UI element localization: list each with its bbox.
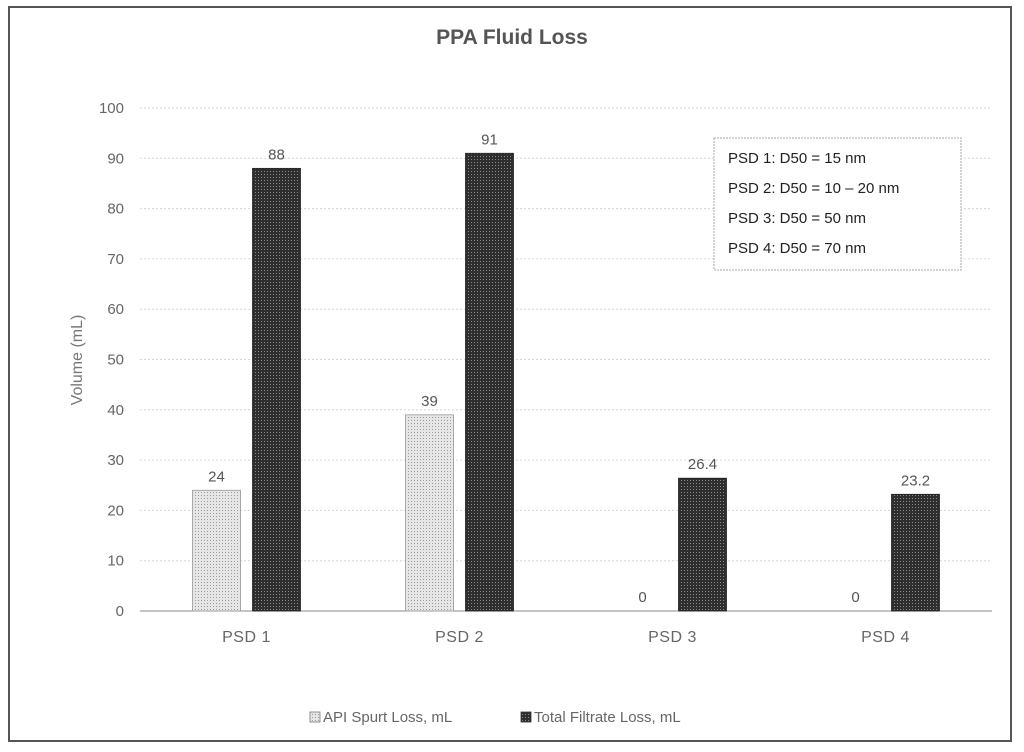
y-tick-label: 30	[107, 452, 124, 469]
y-tick-labels: 0 10 20 30 40 50 60 70 80 90 100	[99, 100, 124, 620]
y-tick-label: 10	[107, 553, 124, 570]
y-tick-label: 90	[107, 150, 124, 167]
y-tick-label: 0	[116, 603, 124, 620]
data-labels: 24 88 39 91 0 26.4 0 23.2	[208, 131, 930, 606]
y-tick-label: 80	[107, 201, 124, 218]
x-tick-label: PSD 3	[648, 629, 697, 646]
y-tick-label: 50	[107, 352, 124, 369]
y-tick-label: 40	[107, 402, 124, 419]
data-label: 39	[421, 393, 438, 410]
bar-api-spurt-loss	[405, 414, 454, 612]
data-label: 0	[638, 589, 646, 606]
bars	[192, 152, 940, 612]
annotation-psd2: PSD 2: D50 = 10 – 20 nm	[728, 180, 899, 197]
bar-total-filtrate-loss	[252, 167, 301, 612]
data-label: 23.2	[901, 472, 930, 489]
data-label: 88	[268, 146, 285, 163]
y-tick-label: 70	[107, 251, 124, 268]
data-label: 0	[851, 589, 859, 606]
bar-api-spurt-loss	[192, 489, 241, 612]
chart-title: PPA Fluid Loss	[436, 26, 588, 49]
legend-swatch-spurt	[309, 711, 321, 723]
annotation-psd1: PSD 1: D50 = 15 nm	[728, 150, 866, 167]
data-label: 24	[208, 468, 225, 485]
legend: API Spurt Loss, mL Total Filtrate Loss, …	[309, 709, 681, 726]
y-axis-label: Volume (mL)	[69, 315, 86, 406]
x-tick-label: PSD 4	[861, 629, 910, 646]
y-tick-label: 100	[99, 100, 124, 117]
x-tick-label: PSD 1	[222, 629, 271, 646]
data-label: 26.4	[688, 456, 717, 473]
legend-label-filtrate: Total Filtrate Loss, mL	[534, 709, 681, 726]
data-label: 91	[481, 131, 498, 148]
y-tick-label: 20	[107, 502, 124, 519]
legend-label-spurt: API Spurt Loss, mL	[323, 709, 452, 726]
annotation-box-frame	[713, 137, 962, 271]
category-labels: PSD 1 PSD 2 PSD 3 PSD 4	[222, 629, 910, 646]
annotation-psd4: PSD 4: D50 = 70 nm	[728, 240, 866, 257]
bar-total-filtrate-loss	[465, 152, 514, 612]
x-tick-label: PSD 2	[435, 629, 484, 646]
y-tick-label: 60	[107, 301, 124, 318]
bar-total-filtrate-loss	[891, 493, 940, 612]
bar-total-filtrate-loss	[678, 477, 727, 612]
legend-swatch-filtrate	[520, 711, 532, 723]
annotation-psd3: PSD 3: D50 = 50 nm	[728, 210, 866, 227]
annotation-box: PSD 1: D50 = 15 nm PSD 2: D50 = 10 – 20 …	[713, 137, 962, 271]
